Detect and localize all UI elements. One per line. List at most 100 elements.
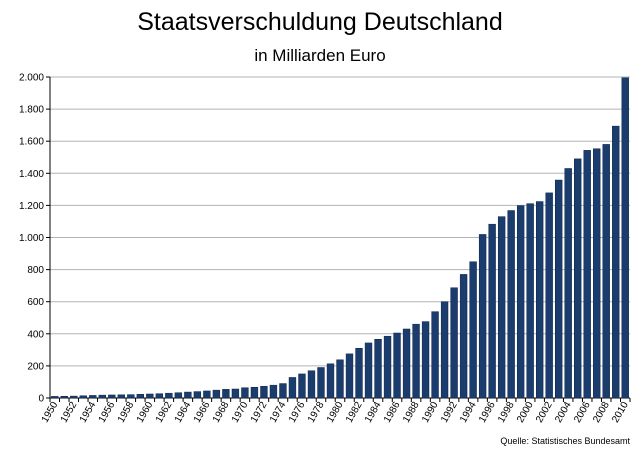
bar	[174, 392, 183, 399]
x-tick-label: 1972	[249, 400, 270, 425]
bar	[108, 394, 116, 399]
x-tick-label: 1990	[420, 400, 441, 425]
bar	[602, 144, 610, 399]
x-tick-label: 1956	[97, 400, 118, 425]
bar	[51, 396, 59, 399]
bar	[374, 339, 382, 399]
bar	[89, 395, 97, 399]
bar	[526, 203, 534, 399]
bar	[574, 158, 582, 399]
x-tick-label: 1976	[287, 400, 308, 425]
bar	[155, 393, 164, 399]
y-axis: 0 200 400 600 800 1.000 1.200 1.400 1.600 1.800 2.…	[19, 73, 51, 405]
bar	[336, 359, 344, 399]
bar	[516, 205, 525, 399]
y-tick-label: 1.200	[19, 201, 44, 212]
y-tick-label: 200	[27, 361, 44, 372]
bar	[621, 77, 629, 399]
bar	[117, 394, 125, 399]
y-tick-label: 1.400	[19, 169, 44, 180]
bar	[326, 363, 335, 399]
y-tick-label: 0	[38, 394, 44, 405]
bar	[364, 342, 373, 399]
x-tick-label: 1980	[325, 400, 346, 425]
bar	[279, 383, 287, 399]
x-tick-label: 1968	[211, 400, 232, 425]
bar	[507, 210, 515, 399]
x-tick-label: 1966	[192, 400, 213, 425]
chart-subtitle: in Milliarden Euro	[254, 46, 386, 65]
x-tick-label: 1992	[439, 400, 460, 425]
x-tick-label: 1954	[78, 400, 99, 425]
x-tick-label: 2000	[515, 400, 536, 425]
bar	[545, 192, 553, 399]
x-tick-label: 1986	[382, 400, 403, 425]
x-tick-label: 2002	[534, 400, 555, 425]
x-tick-label: 1984	[363, 400, 384, 425]
bar	[488, 223, 496, 399]
x-tick-label: 1994	[458, 400, 479, 425]
x-tick-label: 1970	[230, 400, 251, 425]
y-tick-label: 400	[27, 329, 44, 340]
x-tick-label: 1952	[59, 400, 80, 425]
x-tick-label: 1962	[154, 400, 175, 425]
bar	[60, 395, 68, 399]
x-tick-label: 1988	[401, 400, 422, 425]
bar	[250, 386, 259, 399]
bar	[497, 216, 506, 399]
bar	[355, 347, 363, 399]
bar	[79, 395, 87, 399]
y-tick-label: 1.000	[19, 233, 44, 244]
bar	[98, 394, 106, 399]
x-axis: 1950195219541956195819601962196419661968…	[40, 398, 631, 425]
x-tick-label: 2010	[610, 400, 631, 425]
bar	[421, 321, 430, 399]
bar	[307, 370, 316, 399]
bar	[412, 323, 420, 399]
bar	[459, 274, 468, 399]
bar	[203, 390, 211, 399]
bar	[535, 201, 544, 399]
bar	[564, 168, 572, 399]
bar	[288, 377, 297, 399]
bar	[583, 150, 591, 399]
bar	[260, 386, 268, 399]
bar	[402, 328, 411, 399]
bar	[478, 234, 487, 399]
bar	[469, 261, 477, 399]
bar	[298, 373, 306, 399]
bar	[555, 179, 563, 399]
chart-title: Staatsverschuldung Deutschland	[137, 8, 503, 36]
x-tick-label: 2004	[553, 400, 574, 425]
x-tick-label: 1964	[173, 400, 194, 425]
bar	[146, 393, 154, 399]
bar	[184, 391, 192, 399]
bar	[241, 387, 249, 399]
x-tick-label: 1996	[477, 400, 498, 425]
x-tick-label: 1978	[306, 400, 327, 425]
bar	[450, 287, 458, 399]
bar	[317, 367, 325, 399]
bar	[127, 394, 135, 399]
bar	[193, 391, 202, 399]
bar	[393, 332, 401, 399]
y-tick-label: 1.800	[19, 105, 44, 116]
source-note: Quelle: Statistisches Bundesamt	[500, 436, 630, 446]
x-tick-label: 1982	[344, 400, 365, 425]
y-tick-label: 1.600	[19, 137, 44, 148]
bar	[440, 301, 449, 399]
y-tick-label: 800	[27, 265, 44, 276]
y-tick-label: 600	[27, 297, 44, 308]
x-tick-label: 2008	[591, 400, 612, 425]
x-tick-label: 2006	[572, 400, 593, 425]
x-tick-label: 1998	[496, 400, 517, 425]
bar	[612, 125, 620, 399]
x-tick-label: 1974	[268, 400, 289, 425]
bar	[212, 389, 221, 399]
x-tick-label: 1958	[116, 400, 137, 425]
bar	[269, 384, 278, 399]
bar	[383, 335, 392, 399]
bar	[165, 392, 173, 399]
x-tick-label: 1960	[135, 400, 156, 425]
